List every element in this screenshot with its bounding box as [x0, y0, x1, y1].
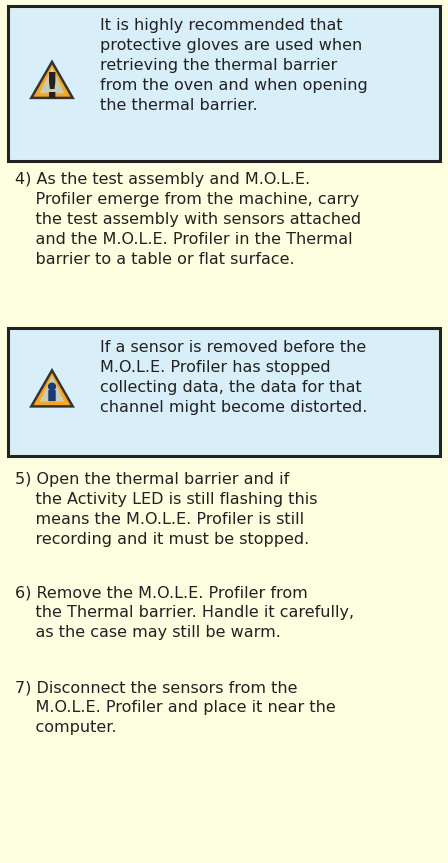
Polygon shape — [39, 67, 65, 93]
Circle shape — [48, 383, 56, 390]
Text: 6) Remove the M.O.L.E. Profiler from: 6) Remove the M.O.L.E. Profiler from — [15, 585, 308, 600]
FancyBboxPatch shape — [48, 390, 56, 401]
Text: the test assembly with sensors attached: the test assembly with sensors attached — [15, 212, 361, 227]
Text: recording and it must be stopped.: recording and it must be stopped. — [15, 532, 309, 547]
Polygon shape — [39, 375, 65, 401]
Text: 7) Disconnect the sensors from the: 7) Disconnect the sensors from the — [15, 680, 297, 695]
Polygon shape — [31, 370, 73, 406]
FancyBboxPatch shape — [8, 328, 440, 456]
Polygon shape — [31, 62, 73, 98]
Text: 5) Open the thermal barrier and if: 5) Open the thermal barrier and if — [15, 472, 289, 487]
Text: the Activity LED is still flashing this: the Activity LED is still flashing this — [15, 492, 318, 507]
Text: 4) As the test assembly and M.O.L.E.: 4) As the test assembly and M.O.L.E. — [15, 172, 310, 187]
Text: and the M.O.L.E. Profiler in the Thermal: and the M.O.L.E. Profiler in the Thermal — [15, 232, 353, 247]
Text: It is highly recommended that
protective gloves are used when
retrieving the the: It is highly recommended that protective… — [100, 18, 368, 113]
Text: barrier to a table or flat surface.: barrier to a table or flat surface. — [15, 252, 295, 267]
FancyBboxPatch shape — [8, 6, 440, 161]
Text: M.O.L.E. Profiler and place it near the: M.O.L.E. Profiler and place it near the — [15, 700, 336, 715]
Text: as the case may still be warm.: as the case may still be warm. — [15, 625, 281, 640]
Text: means the M.O.L.E. Profiler is still: means the M.O.L.E. Profiler is still — [15, 512, 304, 527]
Text: !: ! — [44, 71, 60, 104]
Text: computer.: computer. — [15, 720, 116, 735]
Text: If a sensor is removed before the
M.O.L.E. Profiler has stopped
collecting data,: If a sensor is removed before the M.O.L.… — [100, 340, 367, 415]
Text: Profiler emerge from the machine, carry: Profiler emerge from the machine, carry — [15, 192, 359, 207]
Text: the Thermal barrier. Handle it carefully,: the Thermal barrier. Handle it carefully… — [15, 605, 354, 620]
